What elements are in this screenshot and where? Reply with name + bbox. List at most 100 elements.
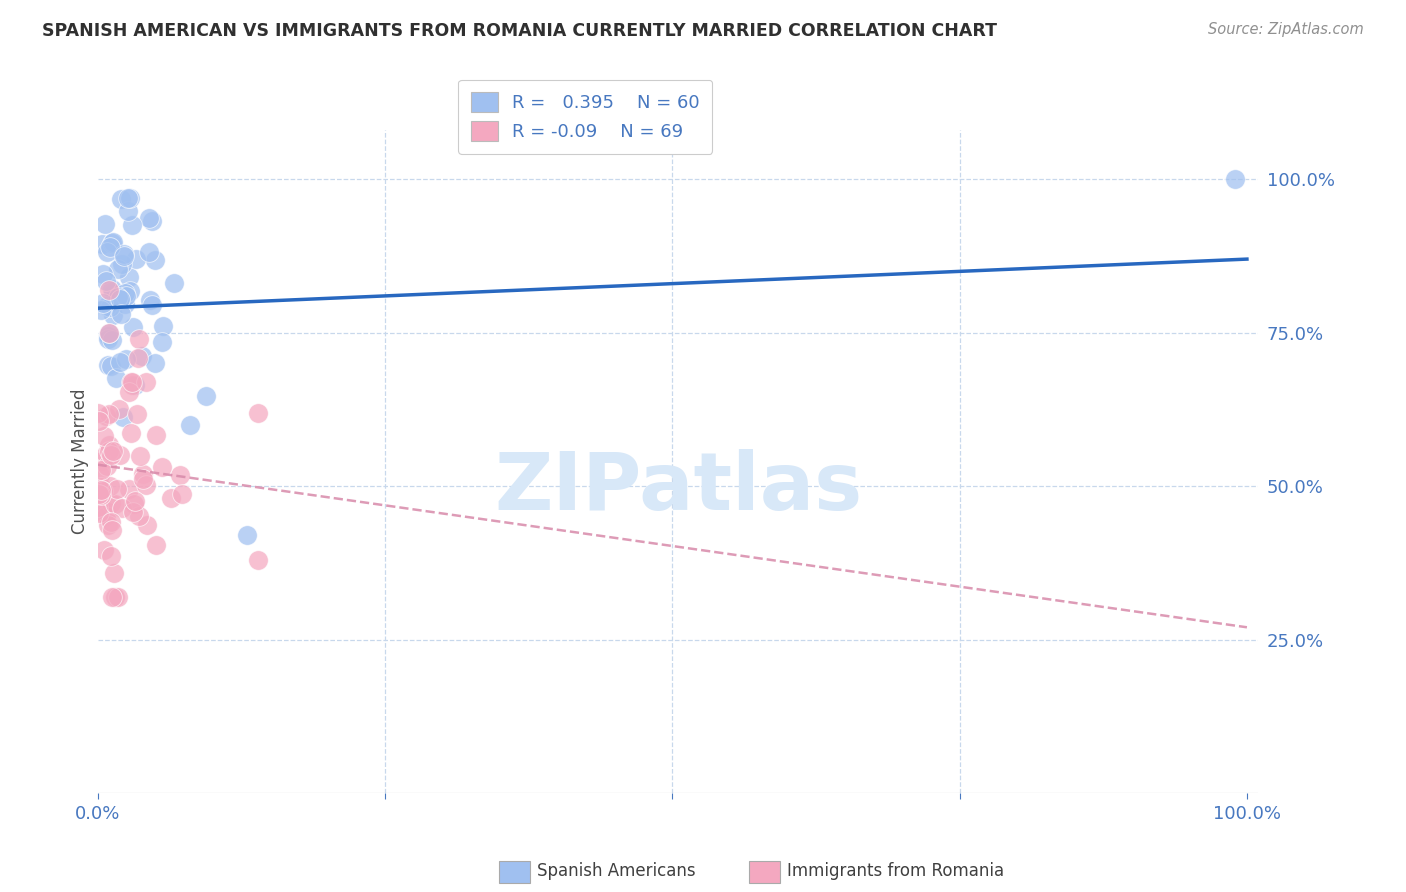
- Point: [117, 204, 139, 219]
- Point: [121, 320, 143, 334]
- Point: [100, 549, 122, 563]
- Point: [96, 299, 118, 313]
- Point: [100, 515, 122, 529]
- Point: [96, 447, 118, 461]
- Point: [121, 218, 143, 232]
- Point: [100, 448, 122, 462]
- Point: [108, 355, 131, 369]
- Point: [1225, 172, 1247, 186]
- Point: [97, 328, 120, 343]
- Point: [110, 293, 132, 307]
- Point: [103, 308, 125, 322]
- Point: [98, 240, 121, 254]
- Point: [101, 590, 124, 604]
- Point: [101, 235, 124, 249]
- Point: [128, 449, 150, 463]
- Point: [90, 454, 112, 468]
- Point: [163, 276, 186, 290]
- Point: [89, 487, 111, 501]
- Point: [87, 500, 110, 515]
- Point: [179, 417, 201, 432]
- Point: [101, 444, 124, 458]
- Text: Spanish Americans: Spanish Americans: [537, 863, 696, 880]
- Point: [101, 235, 124, 250]
- Point: [91, 236, 114, 251]
- Point: [114, 289, 136, 303]
- Point: [143, 253, 166, 268]
- Point: [101, 334, 124, 348]
- Point: [138, 293, 160, 308]
- Point: [132, 472, 155, 486]
- Point: [101, 282, 124, 296]
- Point: [89, 468, 111, 483]
- Point: [118, 384, 141, 399]
- Point: [128, 332, 150, 346]
- Point: [105, 482, 128, 496]
- Point: [236, 528, 259, 542]
- Point: [134, 477, 156, 491]
- Point: [138, 211, 160, 225]
- Point: [141, 298, 163, 312]
- Point: [121, 378, 143, 392]
- Point: [104, 497, 127, 511]
- Point: [101, 523, 124, 537]
- Point: [124, 377, 146, 392]
- Point: [247, 405, 270, 419]
- Point: [121, 375, 143, 389]
- Point: [145, 538, 167, 552]
- Point: [118, 270, 141, 285]
- Point: [98, 479, 121, 493]
- Point: [94, 508, 117, 523]
- Point: [135, 518, 157, 533]
- Legend: R =   0.395    N = 60, R = -0.09    N = 69: R = 0.395 N = 60, R = -0.09 N = 69: [458, 79, 713, 153]
- Point: [124, 498, 146, 512]
- Point: [138, 245, 160, 260]
- Point: [120, 375, 142, 389]
- Point: [98, 326, 121, 340]
- Point: [87, 406, 110, 420]
- Point: [120, 284, 142, 298]
- Point: [96, 245, 118, 260]
- Point: [114, 249, 136, 263]
- Point: [124, 252, 146, 266]
- Point: [98, 326, 121, 340]
- Point: [170, 486, 193, 500]
- Point: [111, 501, 134, 516]
- Point: [247, 553, 270, 567]
- Point: [135, 375, 157, 389]
- Point: [131, 349, 153, 363]
- Point: [150, 335, 173, 350]
- Y-axis label: Currently Married: Currently Married: [72, 389, 89, 534]
- Point: [94, 409, 117, 423]
- Point: [124, 494, 146, 508]
- Point: [114, 285, 136, 300]
- Point: [91, 483, 114, 497]
- Point: [96, 504, 118, 518]
- Point: [90, 483, 112, 498]
- Point: [159, 491, 181, 505]
- Point: [125, 407, 148, 421]
- Text: Immigrants from Romania: Immigrants from Romania: [787, 863, 1004, 880]
- Point: [96, 459, 118, 474]
- Point: [100, 496, 122, 510]
- Point: [91, 296, 114, 310]
- Point: [103, 566, 125, 580]
- Point: [93, 542, 115, 557]
- Point: [111, 256, 134, 270]
- Point: [128, 509, 150, 524]
- Point: [145, 428, 167, 442]
- Point: [169, 467, 191, 482]
- Point: [108, 402, 131, 417]
- Point: [97, 438, 120, 452]
- Point: [89, 506, 111, 520]
- Point: [105, 371, 128, 385]
- Point: [120, 426, 142, 441]
- Point: [98, 283, 121, 297]
- Point: [114, 297, 136, 311]
- Point: [90, 479, 112, 493]
- Point: [132, 467, 155, 481]
- Point: [118, 191, 141, 205]
- Point: [107, 590, 129, 604]
- Point: [90, 303, 112, 318]
- Text: Source: ZipAtlas.com: Source: ZipAtlas.com: [1208, 22, 1364, 37]
